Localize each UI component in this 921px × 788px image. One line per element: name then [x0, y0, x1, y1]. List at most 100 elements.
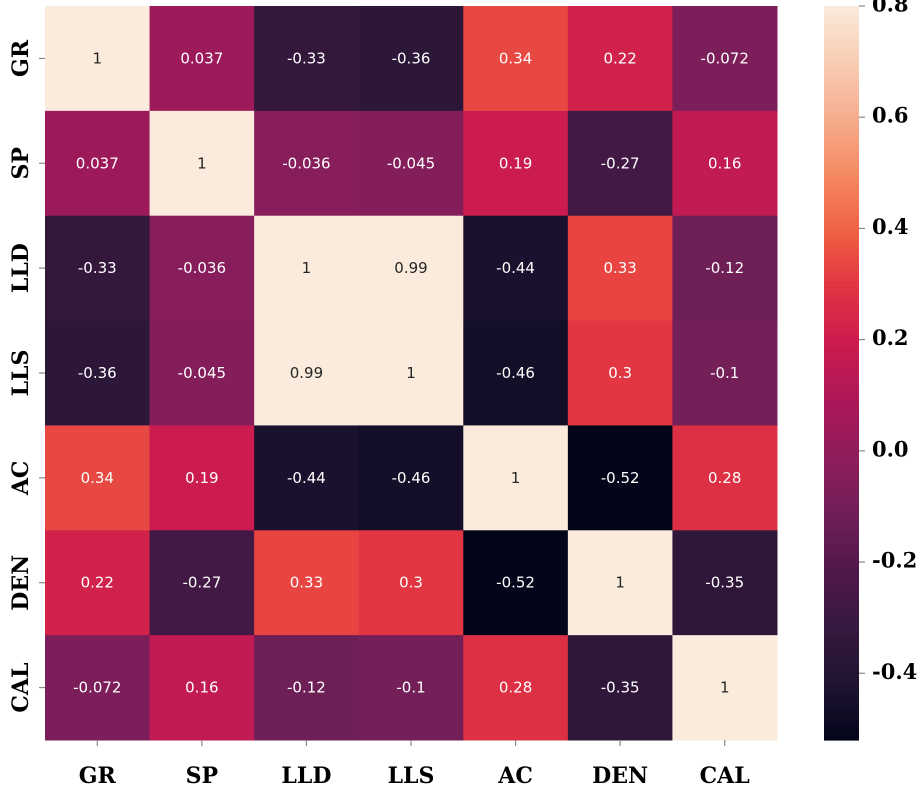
colorbar-segment: [824, 464, 859, 472]
colorbar-segment: [824, 207, 859, 215]
heatmap-cell: [672, 320, 778, 426]
heatmap-cell-label: -0.27: [182, 574, 221, 592]
heatmap-cell-label: -0.52: [601, 469, 640, 487]
heatmap-cell-label: 1: [406, 364, 416, 382]
x-axis-tick-labels: GR SP LLD LLS AC DEN CAL: [79, 740, 750, 788]
colorbar-segment: [824, 269, 859, 276]
heatmap-cell: [45, 425, 151, 531]
heatmap-cell-label: 0.3: [608, 364, 632, 382]
colorbar-segment: [824, 36, 859, 44]
colorbar-segment: [824, 146, 859, 154]
heatmap-cell: [254, 635, 360, 741]
heatmap-cell-label: -0.44: [287, 469, 326, 487]
colorbar-segment: [824, 391, 859, 399]
colorbar-segment: [824, 85, 859, 93]
heatmap-cell: [463, 6, 569, 112]
colorbar-segment: [824, 324, 859, 331]
colorbar-segment: [824, 691, 859, 698]
colorbar-segment: [824, 171, 859, 178]
heatmap-cell-label: -0.036: [282, 154, 330, 172]
colorbar-segment: [824, 648, 859, 655]
colorbar-segment: [824, 397, 859, 405]
colorbar-segment: [824, 703, 859, 711]
colorbar-segment: [824, 24, 859, 32]
heatmap-cell: [149, 215, 255, 322]
heatmap-cell-label: -0.35: [705, 574, 744, 592]
heatmap-cell: [358, 425, 464, 531]
colorbar-segment: [824, 642, 859, 649]
heatmap-cell: [149, 635, 255, 741]
colorbar-segment: [824, 532, 859, 539]
colorbar: -0.4 -0.2 0.0 0.2 0.4 0.6 0.8: [824, 0, 917, 741]
colorbar-segment: [824, 360, 859, 368]
colorbar-segment: [824, 672, 859, 680]
colorbar-segment: [824, 709, 859, 717]
x-axis-tick-label: DEN: [592, 763, 648, 788]
colorbar-segment: [824, 513, 859, 521]
colorbar-segment: [824, 317, 859, 325]
colorbar-segment: [824, 458, 859, 466]
heatmap-cell-label: -0.52: [496, 574, 535, 592]
colorbar-segment: [824, 116, 859, 123]
heatmap-cell-label: -0.46: [496, 364, 535, 382]
heatmap-cell: [45, 110, 151, 217]
colorbar-segment: [824, 434, 859, 441]
heatmap-cell-label: -0.045: [387, 154, 435, 172]
colorbar-segment: [824, 440, 859, 447]
heatmap-cells: [45, 6, 778, 741]
colorbar-segment: [824, 507, 859, 515]
heatmap-cell-label: 0.19: [499, 154, 532, 172]
heatmap-cell: [358, 110, 464, 217]
colorbar-segment: [824, 275, 859, 282]
colorbar-segment: [824, 660, 859, 668]
colorbar-segment: [824, 67, 859, 74]
heatmap-cell-label: 0.99: [290, 364, 323, 382]
colorbar-segment: [824, 342, 859, 350]
heatmap-cell-label: 0.34: [81, 469, 114, 487]
colorbar-segment: [824, 158, 859, 166]
heatmap-cell: [254, 215, 360, 322]
colorbar-segment: [824, 666, 859, 674]
colorbar-segment: [824, 256, 859, 264]
x-axis-tick-label: GR: [79, 763, 117, 788]
y-axis-tick-labels: GR SP LLD LLS AC DEN CAL: [8, 39, 45, 713]
colorbar-segment: [824, 721, 859, 729]
colorbar-segment: [824, 140, 859, 148]
heatmap-cell-label: 0.28: [499, 679, 532, 697]
heatmap-cell-label: 1: [720, 679, 730, 697]
heatmap-cell-label: 1: [197, 154, 207, 172]
heatmap-cell-label: -0.12: [705, 259, 744, 277]
colorbar-segment: [824, 30, 859, 38]
heatmap-cell-label: 1: [93, 49, 103, 67]
heatmap-cell-label: -0.33: [287, 49, 326, 67]
heatmap-cell: [567, 320, 673, 426]
colorbar-segment: [824, 250, 859, 258]
heatmap-cell: [358, 530, 464, 636]
heatmap-cell: [358, 6, 464, 112]
colorbar-segment: [824, 538, 859, 545]
colorbar-segment: [824, 311, 859, 319]
heatmap-cell: [567, 110, 673, 217]
colorbar-segment: [824, 715, 859, 723]
colorbar-segment: [824, 415, 859, 423]
colorbar-segment: [824, 128, 859, 136]
x-axis-tick-label: CAL: [700, 763, 750, 788]
colorbar-segment: [824, 348, 859, 356]
colorbar-segment: [824, 495, 859, 503]
colorbar-segment: [824, 428, 859, 435]
heatmap-cell: [672, 635, 778, 741]
colorbar-segment: [824, 281, 859, 288]
colorbar-segment: [824, 91, 859, 99]
heatmap-cell: [463, 215, 569, 322]
heatmap-cell-label: 0.3: [399, 574, 423, 592]
heatmap-cell: [254, 6, 360, 112]
heatmap-cell-label: 0.037: [76, 154, 119, 172]
colorbar-segment: [824, 519, 859, 527]
colorbar-segment: [824, 544, 859, 551]
colorbar-segment: [824, 134, 859, 142]
heatmap-cell: [45, 320, 151, 426]
colorbar-tick-label: 0.0: [872, 436, 909, 461]
colorbar-tick-label: 0.4: [872, 214, 909, 239]
colorbar-segment: [824, 165, 859, 172]
